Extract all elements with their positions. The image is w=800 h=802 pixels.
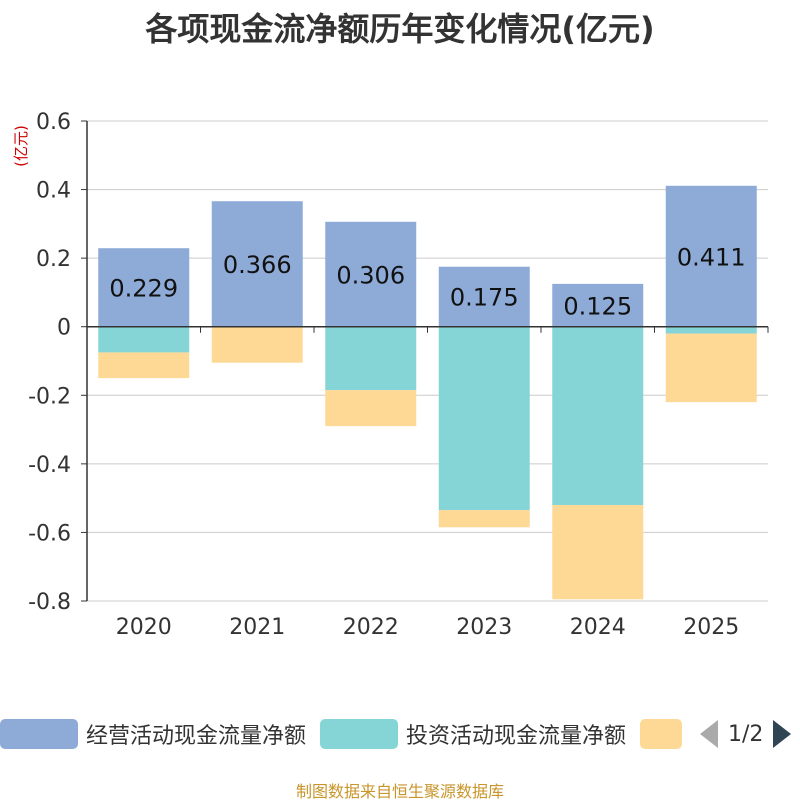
- bar-series3-2025: [665, 333, 757, 403]
- legend-label-operating: 经营活动现金流量净额: [86, 724, 307, 749]
- data-label: 0.125: [563, 292, 632, 320]
- bar-series3-2023: [438, 510, 530, 528]
- legend-pager: 1/2: [700, 716, 792, 752]
- x-tick-label: 2021: [229, 615, 285, 640]
- bar-series1-2024: [552, 283, 644, 327]
- x-tick-label: 2020: [116, 615, 172, 640]
- bar-series3-2022: [325, 390, 417, 427]
- x-tick-label: 2023: [456, 615, 512, 640]
- y-tick-label: -0.2: [28, 384, 71, 409]
- x-tick-label: 2022: [343, 615, 399, 640]
- bar-series3-2021: [211, 326, 303, 363]
- chevron-left-icon[interactable]: [700, 720, 718, 748]
- legend-swatch-financing: [640, 719, 682, 749]
- y-tick-label: 0.6: [36, 110, 71, 135]
- bar-series1-2025: [665, 185, 757, 327]
- legend-item-operating[interactable]: 经营活动现金流量净额: [0, 716, 306, 752]
- legend: 经营活动现金流量净额 投资活动现金流量净额 1/2: [0, 716, 800, 752]
- y-tick-label: 0: [57, 316, 71, 341]
- bar-series3-2020: [98, 352, 190, 379]
- bar-series2-2025: [665, 326, 757, 334]
- legend-swatch-operating: [0, 719, 78, 749]
- legend-item-financing[interactable]: [640, 716, 682, 752]
- bar-series2-2023: [438, 326, 530, 511]
- source-note: 制图数据来自恒生聚源数据库: [295, 782, 504, 801]
- data-label: 0.175: [450, 284, 519, 312]
- y-tick-label: 0.4: [36, 179, 71, 204]
- legend-label-investing: 投资活动现金流量净额: [406, 724, 627, 749]
- data-label: 0.306: [336, 261, 405, 289]
- bar-series1-2020: [98, 248, 190, 327]
- y-axis-label: (亿元): [12, 125, 30, 167]
- bar-series3-2024: [552, 505, 644, 600]
- data-label: 0.411: [677, 243, 746, 271]
- legend-page-indicator: 1/2: [728, 721, 764, 747]
- chart-title: 各项现金流净额历年变化情况(亿元): [145, 10, 655, 48]
- y-tick-label: -0.4: [28, 453, 71, 478]
- bar-series2-2022: [325, 326, 417, 391]
- legend-swatch-investing: [320, 719, 398, 749]
- legend-item-investing[interactable]: 投资活动现金流量净额: [320, 716, 626, 752]
- x-tick-label: 2024: [570, 615, 626, 640]
- y-tick-label: -0.8: [28, 590, 71, 615]
- bar-series1-2022: [325, 221, 417, 327]
- bar-series1-2023: [438, 266, 530, 327]
- chevron-right-icon[interactable]: [773, 720, 792, 748]
- bar-series2-2024: [552, 326, 644, 505]
- stacked-bar-chart: 0.6 0.4 0.2 0 -0.2 -0.4 -0.6 -0.8 (亿元) 0.229 0.366…: [12, 110, 769, 640]
- y-tick-label: 0.2: [36, 247, 71, 272]
- x-tick-label: 2025: [683, 615, 739, 640]
- y-tick-label: -0.6: [28, 521, 71, 546]
- bar-series2-2020: [98, 326, 190, 353]
- data-label: 0.366: [223, 251, 292, 279]
- data-label: 0.229: [109, 274, 178, 302]
- bar-series1-2021: [211, 201, 303, 327]
